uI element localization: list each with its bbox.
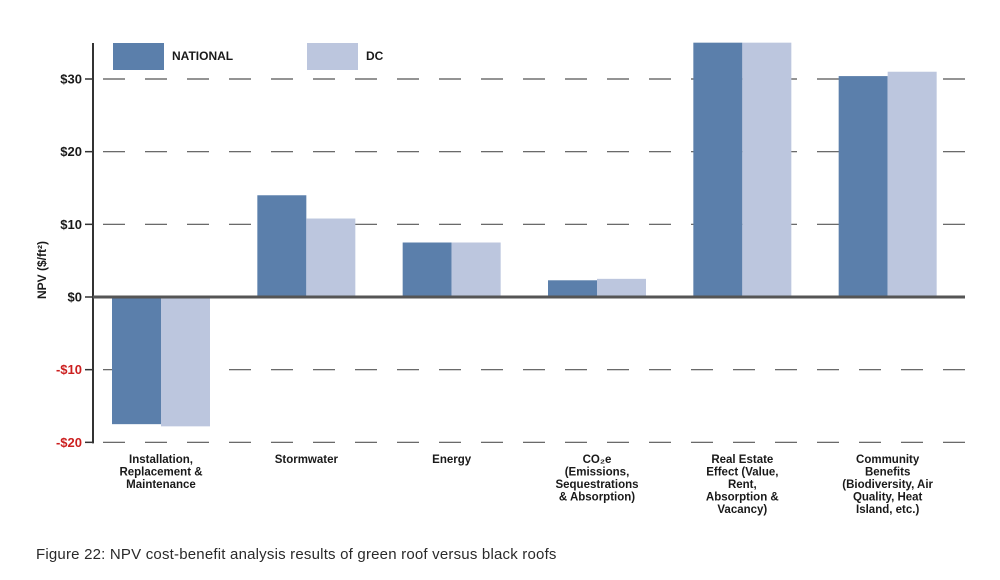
bar-national-3 — [548, 280, 597, 297]
category-label-line: Community — [856, 454, 920, 466]
category-label-line: & Absorption) — [559, 492, 635, 504]
category-label-line: Vacancy) — [717, 504, 767, 516]
legend-label-dc: DC — [366, 49, 384, 63]
bar-national-4 — [693, 42, 743, 297]
category-label-line: Energy — [432, 454, 472, 466]
bar-national-1 — [257, 195, 307, 297]
figure-caption: Figure 22: NPV cost-benefit analysis res… — [36, 546, 557, 563]
bars — [112, 42, 937, 427]
bar-dc-4 — [742, 42, 792, 297]
category-label: Installation, Replacement & Maintenance — [119, 454, 202, 491]
category-label-line: Benefits — [865, 467, 910, 479]
bar-dc-2 — [451, 242, 501, 297]
y-tick-labels: $30 $20 $10 $0 -$10 -$20 — [56, 72, 82, 450]
legend-swatch-national — [113, 43, 164, 70]
legend-swatch-dc — [307, 43, 358, 70]
bar-dc-0 — [161, 297, 210, 427]
bar-national-2 — [402, 242, 452, 297]
category-label-line: CO₂e — [583, 454, 612, 466]
legend: NATIONAL DC — [113, 43, 384, 70]
y-tick-label: $20 — [60, 144, 82, 159]
category-labels: Installation, Replacement & Maintenance Sto… — [119, 454, 933, 516]
y-tick-label: $30 — [60, 72, 82, 87]
category-label: Stormwater — [275, 454, 339, 466]
category-label-line: Effect (Value, — [706, 467, 778, 479]
y-axis-label: NPV ($/ft²) — [35, 241, 49, 299]
legend-label-national: NATIONAL — [172, 49, 233, 63]
bar-dc-1 — [306, 218, 356, 297]
category-label-line: Rent, — [728, 479, 757, 491]
category-label-line: Absorption & — [706, 492, 779, 504]
category-label-line: Island, etc.) — [856, 504, 919, 516]
category-label: Energy — [432, 454, 472, 466]
category-label-line: (Emissions, — [565, 467, 630, 479]
category-label-line: Installation, — [129, 454, 193, 466]
category-label-line: (Biodiversity, Air — [842, 479, 933, 491]
category-label-line: Maintenance — [126, 479, 196, 491]
bar-dc-5 — [887, 71, 937, 297]
bar-national-0 — [112, 297, 161, 425]
gridlines — [85, 78, 965, 444]
bar-dc-3 — [597, 278, 646, 297]
bar-national-5 — [838, 76, 888, 298]
npv-bar-chart: $30 $20 $10 $0 -$10 -$20 Installation, Replace… — [35, 42, 965, 516]
category-label-line: Replacement & — [119, 467, 202, 479]
category-label-line: Sequestrations — [555, 479, 638, 491]
category-label-line: Real Estate — [711, 454, 773, 466]
y-tick-label: $0 — [68, 290, 82, 305]
category-label: CO₂e (Emissions, Sequestrations & Absorptio… — [555, 454, 638, 504]
y-tick-label: -$10 — [56, 362, 82, 377]
category-label: Real Estate Effect (Value, Rent, Absorption… — [706, 454, 779, 516]
category-label-line: Stormwater — [275, 454, 339, 466]
y-tick-label: -$20 — [56, 435, 82, 450]
category-label-line: Quality, Heat — [853, 492, 923, 504]
y-tick-label: $10 — [60, 217, 82, 232]
axes — [92, 43, 965, 444]
category-label: Community Benefits (Biodiversity, Air Quali… — [842, 454, 933, 516]
